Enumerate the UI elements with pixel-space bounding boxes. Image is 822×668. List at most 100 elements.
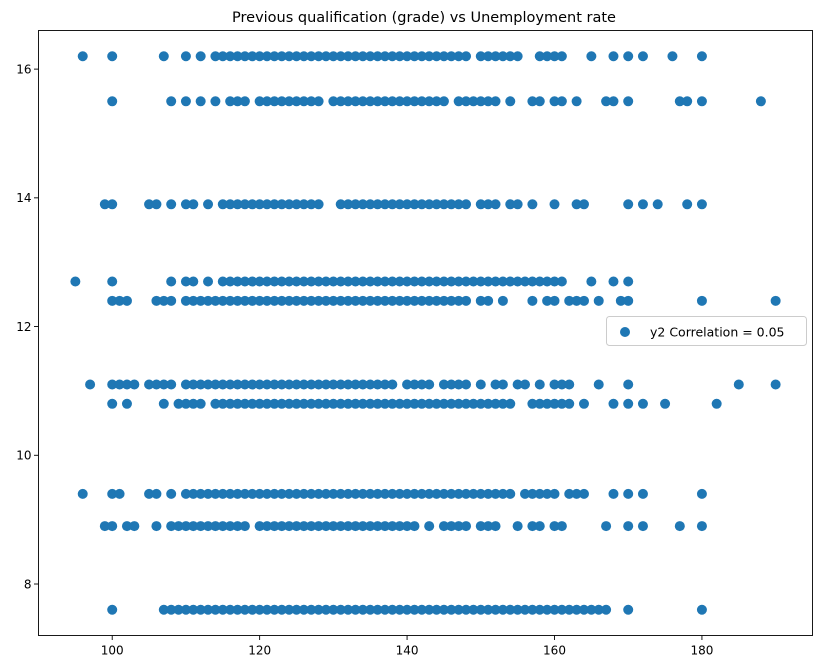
data-point <box>203 379 214 390</box>
data-point <box>623 379 634 390</box>
data-point <box>121 295 132 306</box>
data-point <box>188 398 199 409</box>
data-point <box>660 398 671 409</box>
data-point <box>402 398 413 409</box>
data-point <box>497 295 508 306</box>
data-point <box>306 276 317 287</box>
data-point <box>107 96 118 107</box>
data-point <box>107 295 118 306</box>
data-point <box>188 199 199 210</box>
data-point <box>291 521 302 532</box>
data-point <box>483 276 494 287</box>
data-point <box>343 398 354 409</box>
data-point <box>239 51 250 62</box>
data-point <box>313 295 324 306</box>
data-point <box>416 295 427 306</box>
data-point <box>239 295 250 306</box>
data-point <box>195 379 206 390</box>
data-point <box>210 488 221 499</box>
data-point <box>475 199 486 210</box>
data-point <box>431 96 442 107</box>
data-point <box>461 398 472 409</box>
data-point <box>593 295 604 306</box>
data-point <box>357 96 368 107</box>
data-point <box>505 398 516 409</box>
data-point <box>527 276 538 287</box>
data-point <box>350 521 361 532</box>
data-point <box>262 521 273 532</box>
data-point <box>409 379 420 390</box>
y-tick-label: 14 <box>16 191 31 205</box>
x-tick-label: 180 <box>690 644 713 658</box>
data-point <box>276 379 287 390</box>
data-point <box>556 521 567 532</box>
data-point <box>173 398 184 409</box>
data-point <box>505 604 516 615</box>
data-point <box>696 199 707 210</box>
data-point <box>254 521 265 532</box>
data-point <box>534 379 545 390</box>
data-point <box>247 276 258 287</box>
data-point <box>461 96 472 107</box>
data-point <box>409 488 420 499</box>
data-point <box>328 295 339 306</box>
data-point <box>556 276 567 287</box>
data-point <box>217 604 228 615</box>
data-point <box>475 488 486 499</box>
data-point <box>534 488 545 499</box>
data-point <box>402 379 413 390</box>
data-point <box>254 604 265 615</box>
data-point <box>107 379 118 390</box>
data-point <box>180 51 191 62</box>
data-point <box>357 51 368 62</box>
data-point <box>490 276 501 287</box>
data-point <box>468 276 479 287</box>
data-point <box>239 276 250 287</box>
data-point <box>431 51 442 62</box>
data-point <box>203 199 214 210</box>
data-point <box>350 51 361 62</box>
data-point <box>269 295 280 306</box>
data-point <box>180 96 191 107</box>
data-point <box>623 96 634 107</box>
data-point <box>180 398 191 409</box>
data-point <box>335 604 346 615</box>
data-point <box>438 96 449 107</box>
data-point <box>107 51 118 62</box>
data-point <box>549 604 560 615</box>
data-point <box>225 604 236 615</box>
data-point <box>424 521 435 532</box>
data-point <box>225 379 236 390</box>
data-point <box>284 96 295 107</box>
data-point <box>350 276 361 287</box>
data-point <box>254 199 265 210</box>
data-point <box>188 488 199 499</box>
data-point <box>446 521 457 532</box>
data-point <box>637 199 648 210</box>
data-point <box>335 398 346 409</box>
data-point <box>313 521 324 532</box>
data-point <box>564 488 575 499</box>
data-point <box>453 51 464 62</box>
data-point <box>564 604 575 615</box>
data-point <box>343 521 354 532</box>
data-point <box>284 295 295 306</box>
data-point <box>446 276 457 287</box>
data-point <box>409 199 420 210</box>
data-point <box>225 398 236 409</box>
data-point <box>490 521 501 532</box>
data-point <box>483 488 494 499</box>
data-point <box>217 488 228 499</box>
data-point <box>431 488 442 499</box>
data-point <box>350 488 361 499</box>
data-point <box>387 96 398 107</box>
data-point <box>107 398 118 409</box>
data-point <box>114 295 125 306</box>
data-point <box>210 379 221 390</box>
data-point <box>107 276 118 287</box>
data-point <box>335 96 346 107</box>
data-point <box>151 295 162 306</box>
data-point <box>379 51 390 62</box>
data-point <box>475 51 486 62</box>
data-point <box>402 96 413 107</box>
